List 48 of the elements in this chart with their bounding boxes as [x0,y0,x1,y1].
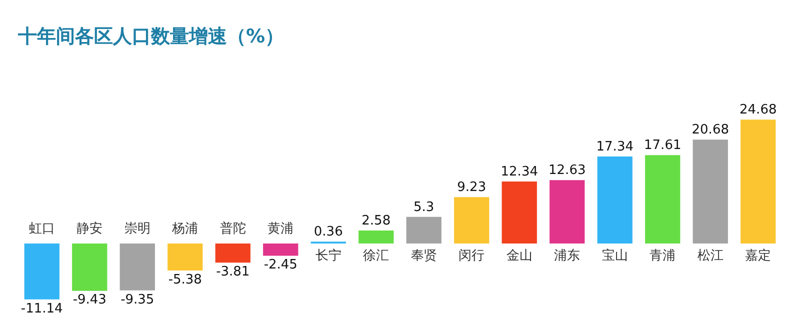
bar [358,230,394,244]
data-label: 9.23 [457,180,486,196]
data-label: 24.68 [740,102,777,118]
x-tick-label: 闵行 [458,248,485,264]
data-label: 2.58 [362,213,391,228]
data-label: 12.34 [500,164,538,180]
bar [550,180,585,244]
bar [454,197,490,244]
bar [597,156,632,244]
x-tick-label: 崇明 [124,221,150,236]
data-label: -5.38 [168,272,202,288]
x-tick-label: 杨浦 [171,221,198,236]
x-tick-label: 浦东 [554,248,580,264]
bar [120,243,155,290]
x-tick-label: 嘉定 [745,248,772,264]
bar [24,243,60,300]
x-tick-label: 长宁 [315,247,342,264]
data-label: -2.45 [264,258,298,273]
bar [168,243,203,271]
data-label: -11.14 [20,301,63,316]
bar [263,243,298,256]
data-label: 17.61 [644,138,682,153]
x-tick-label: 徐汇 [363,248,390,264]
chart-title: 十年间各区人口数量增速（%） [17,25,284,48]
bar [72,243,108,291]
x-tick-label: 黄浦 [268,221,294,236]
data-label: 12.63 [548,162,586,178]
x-tick-label: 金山 [506,248,532,264]
x-tick-label: 普陀 [220,220,246,236]
bar [502,182,537,244]
data-label: -9.43 [72,292,106,308]
data-label: -3.81 [216,264,250,280]
x-tick-label: 松江 [697,248,724,264]
data-label: 17.34 [596,139,634,154]
bar [692,140,728,244]
x-tick-label: 青浦 [650,248,676,264]
data-label: 0.36 [314,224,343,240]
data-label: 20.68 [692,122,729,138]
bar [215,243,250,263]
bar [740,120,776,244]
data-label: -9.35 [120,292,154,308]
x-tick-label: 静安 [76,220,103,236]
x-tick-label: 奉贤 [410,248,437,264]
x-tick-label: 虹口 [28,221,55,236]
bar [406,216,442,244]
bar [645,155,680,244]
data-label: 5.3 [414,200,434,215]
x-tick-label: 宝山 [602,247,628,264]
